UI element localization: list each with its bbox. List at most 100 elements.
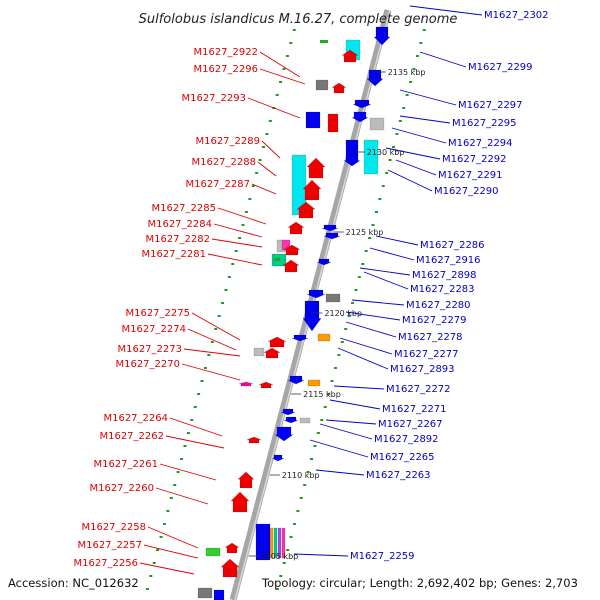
track-dot — [200, 380, 204, 382]
track-dot — [306, 471, 310, 473]
gene-label: M1627_2275 — [125, 308, 190, 319]
tick-label: 2130 kbp — [367, 148, 405, 157]
genome-title: Sulfolobus islandicus M.16.27, complete … — [139, 12, 458, 27]
leader-line — [293, 553, 349, 557]
track-dot — [279, 81, 283, 83]
leader-line — [183, 348, 241, 357]
leader-line — [385, 147, 441, 160]
gene-box — [253, 347, 265, 357]
gene-arrow — [306, 157, 326, 179]
gene-box — [369, 117, 385, 131]
leader-line — [333, 385, 385, 390]
gene-label: M1627_2283 — [410, 284, 475, 295]
track-dot — [203, 367, 207, 369]
gene-label: M1627_2257 — [77, 540, 142, 551]
track-dot — [268, 120, 272, 122]
gene-label: M1627_2261 — [93, 459, 158, 470]
gene-arrow — [267, 336, 287, 348]
gene-arrow — [274, 426, 294, 442]
leader-line — [329, 399, 381, 410]
track-dot — [221, 302, 225, 304]
gene-arrow — [296, 201, 316, 219]
track-dot — [289, 536, 293, 538]
track-dot — [323, 406, 327, 408]
gene-box — [205, 547, 221, 557]
track-dot — [180, 458, 184, 460]
gene-label: M1627_2285 — [151, 203, 216, 214]
track-dot — [303, 484, 307, 486]
leader-line — [337, 347, 389, 370]
gene-label: M1627_2922 — [193, 47, 258, 58]
gene-label: M1627_2302 — [484, 10, 549, 21]
track-dot — [145, 588, 149, 590]
gene-label: M1627_2286 — [420, 240, 485, 251]
gene-arrow — [263, 347, 281, 359]
leader-line — [419, 51, 467, 68]
gene-box — [281, 527, 286, 559]
track-dot — [210, 341, 214, 343]
track-dot — [405, 94, 409, 96]
track-dot — [385, 172, 389, 174]
gene-arrow — [323, 232, 341, 240]
track-dot — [279, 575, 283, 577]
gene-label: M1627_2281 — [141, 249, 206, 260]
leader-line — [207, 253, 263, 266]
gene-label: M1627_2277 — [394, 349, 459, 360]
leader-line — [169, 417, 223, 437]
track-dot — [292, 523, 296, 525]
gene-label: M1627_2264 — [103, 413, 168, 424]
gene-label: M1627_2260 — [89, 483, 154, 494]
track-dot — [285, 55, 289, 57]
leader-line — [213, 223, 263, 238]
track-dot — [159, 536, 163, 538]
leader-line — [159, 463, 217, 481]
gene-arrow — [341, 49, 359, 63]
track-dot — [292, 29, 296, 31]
track-dot — [409, 81, 413, 83]
track-dot — [193, 406, 197, 408]
track-dot — [327, 393, 331, 395]
gene-label: M1627_2892 — [374, 434, 439, 445]
leader-line — [211, 238, 263, 248]
tick-label: 2110 kbp — [282, 471, 320, 480]
track-dot — [313, 445, 317, 447]
track-dot — [398, 120, 402, 122]
track-dot — [395, 133, 399, 135]
track-dot — [224, 289, 228, 291]
track-dot — [422, 29, 426, 31]
track-dot — [176, 471, 180, 473]
gene-arrow — [282, 259, 300, 273]
leader-line — [247, 97, 301, 119]
track-dot — [299, 497, 303, 499]
gene-arrow — [302, 300, 322, 332]
track-dot — [234, 250, 238, 252]
track-dot — [186, 432, 190, 434]
gene-arrow — [366, 69, 384, 87]
gene-label: M1627_2291 — [438, 170, 503, 181]
gene-label: M1627_2898 — [412, 270, 477, 281]
track-dot — [388, 159, 392, 161]
track-dot — [368, 237, 372, 239]
gene-arrow — [352, 99, 372, 109]
track-dot — [152, 562, 156, 564]
track-dot — [412, 68, 416, 70]
gene-label: M1627_2290 — [434, 186, 499, 197]
track-dot — [374, 211, 378, 213]
track-dot — [316, 432, 320, 434]
track-dot — [282, 562, 286, 564]
leader-line — [345, 311, 401, 321]
gene-label: M1627_2295 — [452, 118, 517, 129]
gene-label: M1627_2297 — [458, 100, 523, 111]
track-dot — [217, 315, 221, 317]
track-dot — [378, 198, 382, 200]
tick-label: 2105 kbp — [261, 552, 299, 561]
outer-tick-dots-left — [145, 29, 296, 590]
gene-label: M1627_2293 — [181, 93, 246, 104]
gene-box — [269, 527, 274, 559]
gene-label: M1627_2299 — [468, 62, 533, 73]
gene-label: M1627_2265 — [370, 452, 435, 463]
gene-arrow — [287, 375, 305, 385]
gene-arrow — [302, 179, 322, 201]
leader-line — [147, 526, 199, 549]
leader-line — [143, 544, 199, 559]
